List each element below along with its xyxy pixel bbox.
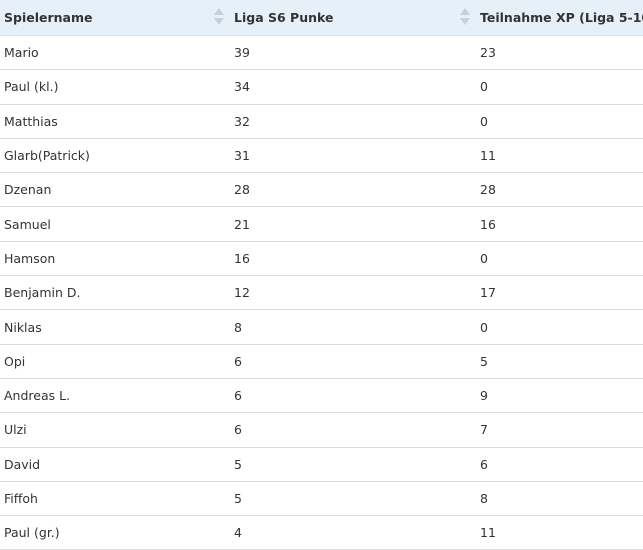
table-cell: 31 (230, 138, 476, 174)
sort-icon[interactable] (214, 8, 224, 28)
table-row: Glarb(Patrick) 31 11 (0, 138, 643, 174)
table-row: Opi 6 5 (0, 344, 643, 379)
table-row: Mario 39 23 (0, 35, 643, 71)
table-header: Spielername Liga S6 Punke Teilnahme XP (… (0, 0, 643, 36)
table-cell: Ulzi (0, 412, 230, 448)
table-cell: 8 (476, 481, 643, 517)
table-cell: Dzenan (0, 172, 230, 208)
table-cell: Benjamin D. (0, 275, 230, 311)
table-cell: 0 (476, 104, 643, 139)
table-cell: 23 (476, 35, 643, 71)
header-text: Teilnahme XP (Liga 5-10) (480, 10, 643, 25)
table-cell: 21 (230, 206, 476, 242)
table-cell: 32 (230, 104, 476, 139)
column-header[interactable]: Liga S6 Punke (230, 0, 476, 36)
column-header[interactable]: Spielername (0, 0, 230, 36)
table-cell: 6 (230, 378, 476, 414)
header-row: Spielername Liga S6 Punke Teilnahme XP (… (0, 0, 643, 36)
table-body: Mario 39 23 Paul (kl.) 34 0 Matthias 32 0 Glarb(P… (0, 35, 643, 550)
table-cell: 28 (230, 172, 476, 208)
table-cell: 9 (476, 378, 643, 414)
table-cell: 34 (230, 69, 476, 105)
table-row: Hamson 16 0 (0, 241, 643, 277)
table-cell: 28 (476, 172, 643, 208)
table-cell: 16 (476, 206, 643, 242)
table-cell: 5 (230, 447, 476, 482)
table-cell: Samuel (0, 206, 230, 242)
table-row: Samuel 21 16 (0, 206, 643, 242)
table-cell: Opi (0, 344, 230, 379)
header-text: Liga S6 Punke (234, 10, 334, 25)
table-row: Andreas L. 6 9 (0, 378, 643, 414)
table-cell: Paul (kl.) (0, 69, 230, 105)
table-cell: 6 (230, 344, 476, 379)
table-cell: 17 (476, 275, 643, 311)
table-cell: 39 (230, 35, 476, 71)
table-cell: Andreas L. (0, 378, 230, 414)
table-cell: 6 (230, 412, 476, 448)
table-row: Dzenan 28 28 (0, 172, 643, 208)
table-row: Fiffoh 5 8 (0, 481, 643, 517)
table-row: Ulzi 6 7 (0, 412, 643, 448)
table-cell: Fiffoh (0, 481, 230, 517)
table-row: Niklas 8 0 (0, 309, 643, 345)
table-cell: 7 (476, 412, 643, 448)
table-cell: 5 (230, 481, 476, 517)
table-cell: 0 (476, 69, 643, 105)
table-cell: 12 (230, 275, 476, 311)
table-row: Paul (gr.) 4 11 (0, 515, 643, 550)
table-row: Benjamin D. 12 17 (0, 275, 643, 311)
table-cell: 0 (476, 309, 643, 345)
table-cell: Mario (0, 35, 230, 71)
table-cell: Glarb(Patrick) (0, 138, 230, 174)
table-row: Matthias 32 0 (0, 104, 643, 139)
table-cell: 11 (476, 138, 643, 174)
sort-icon[interactable] (460, 8, 470, 28)
table-cell: 11 (476, 515, 643, 550)
table-row: David 5 6 (0, 447, 643, 482)
table-cell: 16 (230, 241, 476, 277)
table-cell: 8 (230, 309, 476, 345)
table-cell: Matthias (0, 104, 230, 139)
table-cell: 5 (476, 344, 643, 379)
table-cell: Paul (gr.) (0, 515, 230, 550)
table-cell: 0 (476, 241, 643, 277)
table-row: Paul (kl.) 34 0 (0, 69, 643, 105)
table-cell: 4 (230, 515, 476, 550)
header-text: Spielername (4, 10, 93, 25)
table-cell: Hamson (0, 241, 230, 277)
table-cell: 6 (476, 447, 643, 482)
table-cell: David (0, 447, 230, 482)
table-cell: Niklas (0, 309, 230, 345)
column-header[interactable]: Teilnahme XP (Liga 5-10) (476, 0, 643, 36)
